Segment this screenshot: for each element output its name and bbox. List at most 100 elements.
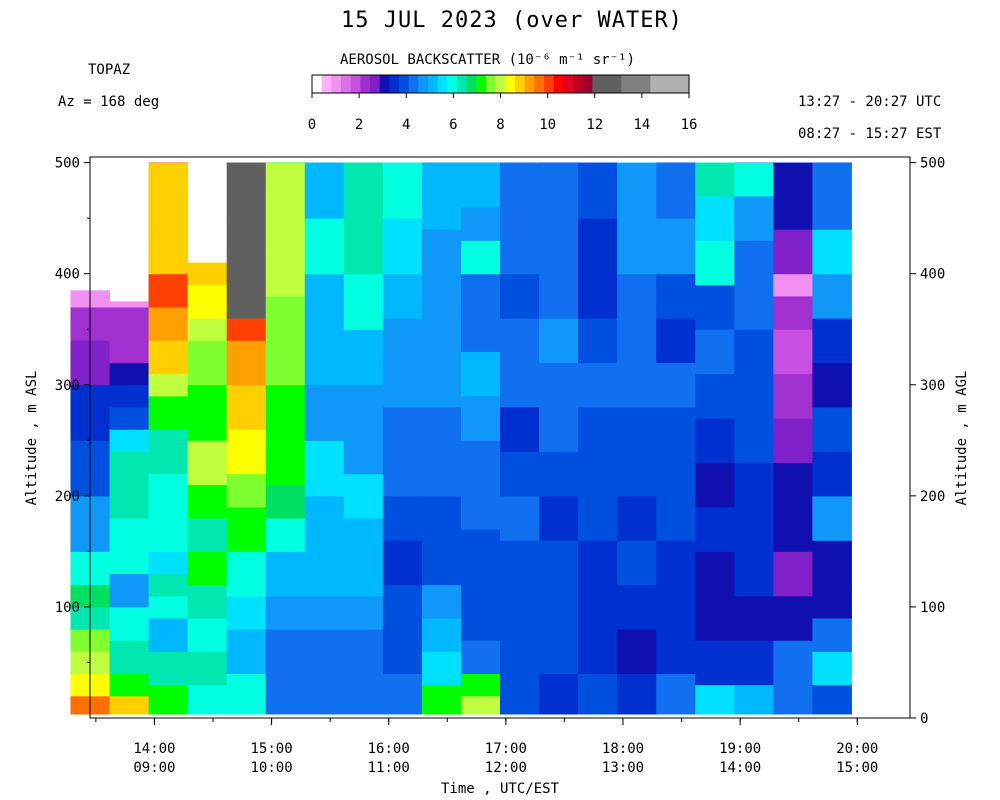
heatmap-cell (734, 373, 774, 419)
heatmap-cell (734, 329, 774, 375)
heatmap-cell (382, 273, 423, 319)
heatmap-cell (343, 551, 384, 597)
colorbar-segment (360, 75, 371, 93)
heatmap-cell (500, 673, 540, 715)
heatmap-cell (226, 595, 267, 630)
heatmap-cell (109, 307, 150, 325)
colorbar-tick-label: 8 (496, 117, 504, 133)
heatmap-cell (695, 462, 735, 508)
colorbar-segment (640, 75, 651, 93)
heatmap-cell (578, 273, 618, 319)
colorbar-tick-label: 4 (402, 117, 410, 133)
heatmap-cell (109, 673, 150, 697)
heatmap-cell (773, 229, 813, 275)
heatmap-cell (617, 584, 657, 630)
heatmap-cell (421, 651, 462, 686)
utc-range-label: 13:27 - 20:27 UTC (798, 94, 942, 110)
heatmap-cell (382, 406, 423, 452)
heatmap-cell (421, 684, 462, 715)
heatmap-cell (500, 362, 540, 408)
heatmap-cell (187, 440, 228, 486)
heatmap-cell (734, 640, 774, 686)
colorbar-segment (370, 75, 381, 93)
heatmap-cell (695, 640, 735, 686)
heatmap-cell (656, 495, 696, 541)
x-tick-label-est: 13:00 (602, 760, 644, 776)
heatmap-cell (265, 251, 306, 297)
colorbar-tick-label: 2 (355, 117, 363, 133)
heatmap-cell (187, 284, 228, 319)
heatmap-cell (148, 618, 189, 652)
heatmap-cell (343, 162, 384, 164)
x-tick-label-utc: 14:00 (133, 741, 175, 757)
heatmap-cell (656, 406, 696, 452)
heatmap-cell (773, 418, 813, 464)
heatmap-cell (460, 207, 501, 241)
heatmap-cell (226, 673, 267, 715)
heatmap-cell (539, 629, 579, 675)
heatmap-cell (617, 451, 657, 497)
heatmap-cell (812, 184, 852, 230)
heatmap-cell (539, 540, 579, 586)
heatmap-cell (812, 495, 852, 541)
heatmap-cell (109, 640, 150, 675)
heatmap-cell (382, 629, 423, 675)
heatmap-cell (304, 629, 345, 675)
colorbar-segment (341, 75, 352, 93)
heatmap-cell (617, 318, 657, 364)
heatmap-cell (109, 323, 150, 364)
colorbar-segment (379, 75, 390, 93)
heatmap-cell (539, 451, 579, 497)
heatmap-cell (265, 329, 306, 386)
heatmap-cell (304, 162, 345, 219)
heatmap-cell (304, 273, 345, 330)
colorbar-segment (544, 75, 555, 93)
heatmap-cell (578, 629, 618, 675)
colorbar-segment (524, 75, 535, 93)
x-axis: 14:00 09:00 15:00 10:00 16:00 11:00 17:00 12:00… (95, 718, 878, 776)
colorbar-tick-label: 14 (633, 117, 650, 133)
heatmap-cell (500, 406, 540, 452)
colorbar-segment (476, 75, 487, 93)
heatmap-cell (148, 340, 189, 375)
heatmap-cell (539, 362, 579, 408)
heatmap-cell (343, 218, 384, 275)
colorbar-segment (582, 75, 593, 93)
colorbar-segment (399, 75, 410, 93)
heatmap-cell (148, 229, 189, 275)
heatmap-cell (773, 329, 813, 375)
heatmap-cell (812, 273, 852, 319)
x-tick-label-est: 11:00 (368, 760, 410, 776)
heatmap-cell (304, 162, 345, 164)
heatmap-cell (265, 518, 306, 552)
heatmap-cell (500, 162, 540, 164)
y-tick-label-right: 0 (920, 711, 928, 727)
heatmap-cell (500, 629, 540, 675)
heatmap-cell (421, 406, 462, 452)
colorbar-segment (486, 75, 497, 93)
x-tick-label-est: 09:00 (133, 760, 175, 776)
heatmap-cell (773, 640, 813, 686)
heatmap-cell (812, 584, 852, 619)
heatmap-cell (187, 651, 228, 686)
heatmap-cell (695, 418, 735, 464)
heatmap-cell (304, 673, 345, 715)
colorbar-segment (321, 75, 332, 93)
heatmap-cell (812, 451, 852, 497)
heatmap-cell (109, 518, 150, 575)
heatmap-cell (304, 384, 345, 441)
instrument-label: TOPAZ (88, 62, 131, 78)
heatmap-cell (460, 162, 501, 164)
heatmap-cell (343, 429, 384, 475)
heatmap-cell (187, 584, 228, 619)
heatmap-cell (109, 695, 150, 715)
heatmap-cell (617, 273, 657, 319)
heatmap-cell (695, 551, 735, 597)
x-tick-label-utc: 20:00 (836, 741, 878, 757)
heatmap-cell (656, 362, 696, 408)
y-tick-label-right: 300 (920, 378, 945, 394)
colorbar-segment (505, 75, 516, 93)
y-axis-right-label: Altitude , m AGL (954, 371, 970, 506)
colorbar-segment (408, 75, 419, 93)
colorbar-segment (466, 75, 477, 93)
